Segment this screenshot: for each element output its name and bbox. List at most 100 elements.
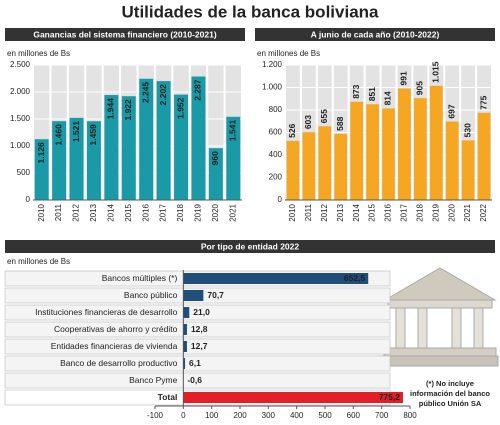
value-label: 6,1 [189, 358, 201, 368]
y-tick-label: 0 [26, 195, 31, 204]
x-tick-label: 2016 [141, 203, 150, 221]
bar [302, 132, 316, 200]
value-label: 1.126 [36, 142, 46, 164]
y-tick-label: 1.000 [10, 141, 31, 150]
subtitle: en millones de Bs [7, 257, 70, 266]
y-tick-label: 0 [278, 195, 283, 204]
bar [398, 88, 411, 200]
bar [477, 112, 491, 200]
note: (*) No incluye [426, 379, 474, 388]
bar [183, 324, 187, 335]
bar [174, 94, 189, 200]
x-tick-label: 2011 [54, 203, 63, 221]
x-tick-label: 2012 [72, 203, 81, 221]
bar [318, 126, 332, 200]
bar [183, 290, 204, 301]
value-label: -0,6 [187, 375, 202, 385]
bar [334, 133, 348, 200]
value-label: 655 [319, 109, 329, 123]
header-bar [255, 28, 495, 41]
chart-title: A junio de cada año (2010-2022) [311, 29, 440, 39]
value-label: 2.245 [140, 82, 150, 104]
bar [413, 98, 427, 200]
chart-title: Ganancias del sistema financiero (2010-2… [33, 29, 216, 39]
category-label: Total [158, 392, 178, 402]
bar [208, 148, 223, 200]
y-tick-label: 2.500 [10, 60, 31, 69]
y-tick-label: 1.000 [262, 83, 283, 92]
row-box [4, 338, 391, 355]
value-label: 1.460 [53, 124, 63, 146]
bar [429, 85, 443, 200]
row-box [4, 321, 391, 338]
value-label: 652,5 [344, 273, 366, 283]
value-label: 1.541 [228, 120, 238, 142]
value-label: 12,7 [191, 341, 208, 351]
x-tick-label: 600 [347, 411, 361, 420]
x-tick-label: 2015 [124, 203, 133, 221]
x-tick-label: 2021 [463, 203, 472, 221]
x-tick-label: 2020 [447, 203, 456, 221]
value-label: 1.944 [106, 98, 116, 120]
y-tick-label: 400 [269, 150, 283, 159]
x-tick-label: 200 [233, 411, 247, 420]
value-label: 1.459 [88, 124, 98, 146]
x-tick-label: 2022 [479, 203, 488, 221]
x-tick-label: 2015 [368, 203, 377, 221]
value-label: 526 [287, 123, 297, 137]
x-tick-label: 2020 [211, 203, 220, 221]
category-label: Instituciones financieras de desarrollo [35, 307, 177, 317]
value-label: 21,0 [193, 307, 210, 317]
y-tick-label: 800 [269, 105, 283, 114]
category-label: Entidades financieras de vivienda [51, 341, 178, 351]
x-tick-label: -100 [147, 411, 164, 420]
x-tick-label: 2018 [176, 203, 185, 221]
subtitle: en millones de Bs [7, 49, 70, 58]
bar [382, 108, 395, 200]
bar [86, 121, 101, 200]
x-tick-label: 400 [290, 411, 304, 420]
note: público Unión SA [419, 399, 482, 408]
value-label: 70,7 [207, 290, 224, 300]
bar [183, 307, 190, 318]
category-label: Banco Pyme [129, 375, 177, 385]
x-tick-label: 2011 [304, 203, 313, 221]
bar [139, 78, 154, 200]
x-tick-label: 700 [375, 411, 389, 420]
value-label: 873 [351, 84, 361, 98]
x-tick-label: 2014 [106, 203, 115, 221]
bar [104, 95, 119, 200]
bar [183, 341, 187, 352]
y-tick-label: 2.000 [10, 87, 31, 96]
bar [226, 116, 241, 200]
bar [350, 101, 364, 200]
value-label: 775 [478, 95, 488, 109]
category-label: Bancos múltiples (*) [102, 273, 178, 283]
value-label: 1.922 [123, 99, 133, 121]
y-tick-label: 1.200 [262, 60, 283, 69]
bar [121, 96, 136, 200]
value-label: 2.202 [158, 84, 168, 106]
x-tick-label: 300 [262, 411, 276, 420]
value-label: 960 [210, 151, 220, 165]
header-bar [5, 240, 495, 253]
value-label: 603 [303, 115, 313, 129]
y-tick-label: 1.500 [10, 114, 31, 123]
page-title: Utilidades de la banca boliviana [122, 2, 380, 21]
value-label: 697 [446, 104, 456, 118]
value-label: 1.521 [71, 121, 81, 143]
note: información del banco [410, 389, 490, 398]
x-tick-label: 2013 [336, 203, 345, 221]
value-label: 1.952 [175, 97, 185, 119]
row-box [4, 355, 391, 372]
x-tick-label: 2012 [320, 203, 329, 221]
x-tick-label: 500 [318, 411, 332, 420]
bar [183, 392, 403, 403]
value-label: 1.015 [431, 61, 441, 83]
bar [286, 140, 300, 200]
chart-title: Por tipo de entidad 2022 [201, 241, 300, 251]
y-tick-label: 600 [269, 128, 283, 137]
x-tick-label: 2017 [400, 203, 409, 221]
x-tick-label: 2014 [352, 203, 361, 221]
